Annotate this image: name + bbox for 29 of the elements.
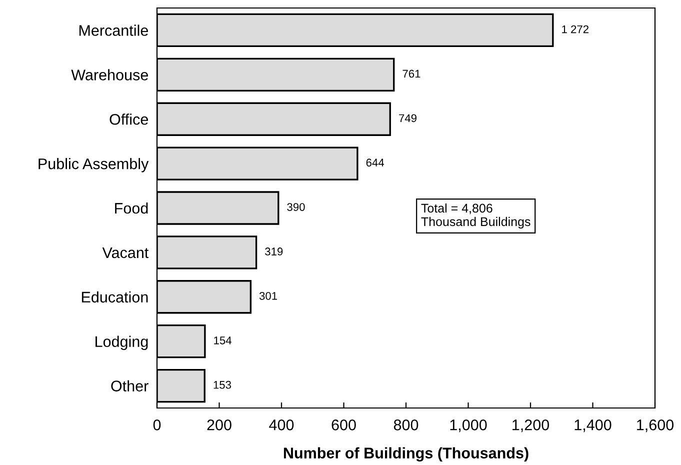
x-axis-title: Number of Buildings (Thousands) — [284, 447, 528, 462]
x-tick-label: 400 — [269, 420, 294, 430]
x-tick-label: 1,200 — [512, 420, 550, 432]
y-tick-label: Office — [110, 114, 148, 125]
x-tick-label: 1,600 — [637, 420, 674, 432]
x-tick-label: 800 — [394, 420, 418, 430]
y-tick-label: Warehouse — [71, 69, 148, 80]
data-label: 319 — [265, 248, 283, 256]
y-tick-label: Mercantile — [79, 24, 148, 36]
data-label: 761 — [402, 70, 420, 78]
x-tick-label: 600 — [332, 420, 356, 430]
y-tick-label: Education — [82, 291, 148, 303]
y-tick-label: Vacant — [102, 247, 149, 258]
y-tick-label: Other — [111, 380, 148, 392]
data-label: 153 — [214, 380, 232, 389]
data-label: 749 — [399, 114, 416, 122]
y-tick-label: Lodging — [96, 336, 148, 350]
data-label: 301 — [259, 292, 278, 300]
x-tick-label: 0 — [153, 420, 161, 430]
x-tick-label: 1,000 — [450, 420, 487, 432]
data-label: 390 — [287, 203, 305, 211]
data-label: 1 272 — [562, 25, 588, 34]
y-tick-label: Public Assembly — [38, 158, 149, 172]
data-label: 154 — [214, 336, 232, 344]
annotation: Total = 4,806 Thousand Buildings — [421, 203, 530, 229]
y-tick-label: Food — [115, 202, 148, 214]
data-label: 644 — [366, 158, 384, 167]
x-tick-label: 200 — [207, 420, 232, 430]
x-tick-label: 1,400 — [574, 420, 612, 432]
